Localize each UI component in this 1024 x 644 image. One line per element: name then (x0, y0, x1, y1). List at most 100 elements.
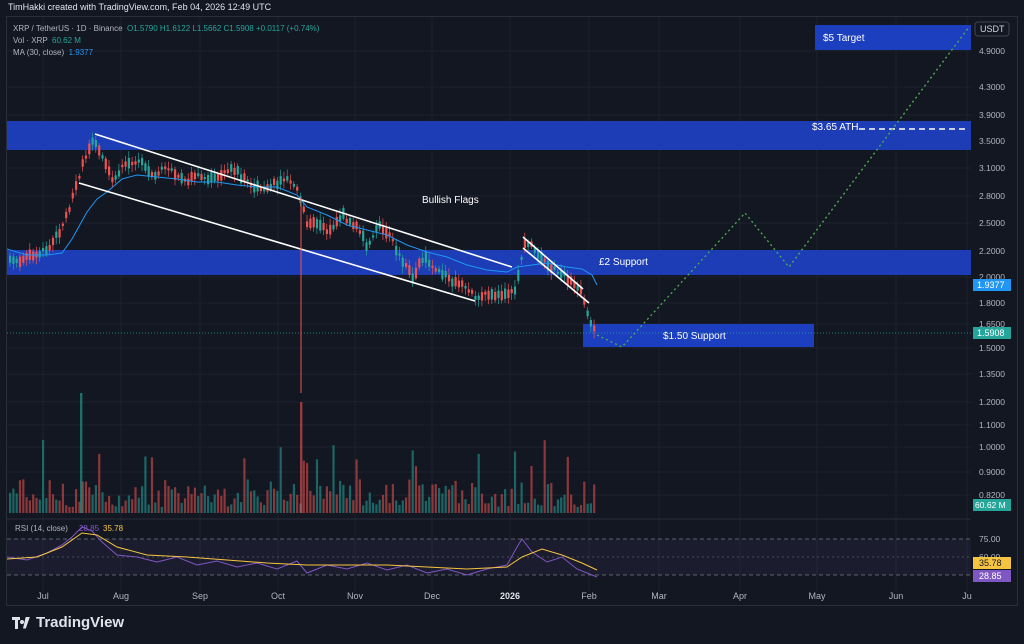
candle-body (42, 248, 45, 252)
price-tick-label: 1.1000 (979, 420, 1005, 430)
volume-bar (88, 487, 91, 513)
volume-bar (15, 493, 18, 513)
price-axis[interactable]: USDT 4.9000 4.3000 3.9000 3.5000 3.1000 2.800… (973, 21, 1011, 582)
candle-body (484, 291, 487, 295)
tradingview-logo[interactable]: TradingView (12, 614, 124, 631)
rsi-legend-value-1: 28.85 (79, 524, 100, 533)
candle-body (352, 222, 355, 230)
candle-body (332, 224, 335, 230)
volume-bar (421, 484, 424, 513)
candle-body (457, 280, 460, 288)
candle-body (329, 224, 332, 235)
volume-bar (114, 506, 117, 513)
candle-body (190, 172, 193, 182)
volume-bar (269, 481, 272, 513)
volume-bar (154, 502, 157, 513)
volume-bar (65, 505, 68, 513)
volume-bar (309, 490, 312, 513)
volume-bar (18, 480, 22, 513)
rsi-legend-label[interactable]: RSI (14, close) (15, 524, 68, 533)
candle-body (243, 173, 246, 183)
time-tick-label: Aug (113, 591, 129, 601)
ath-resistance-zone[interactable] (7, 121, 971, 150)
two-dollar-support-zone[interactable] (7, 250, 971, 275)
rsi-badge-2-box (973, 570, 1011, 582)
volume-bar (352, 500, 355, 513)
candle-body (78, 175, 81, 179)
volume-bar (325, 486, 328, 513)
legend-ma-label[interactable]: MA (30, close) (13, 48, 65, 57)
price-chart[interactable]: $5 Target $3.65 ATH Bullish Flags £2 Sup… (7, 17, 1017, 605)
candle-body (75, 181, 78, 190)
volume-bar (560, 497, 563, 513)
price-tick-label: 2.5000 (979, 218, 1005, 228)
legend-symbol[interactable]: XRP / TetherUS · 1D · Binance (13, 24, 123, 33)
flag-upper-line[interactable] (522, 236, 584, 290)
volume-bar (296, 494, 299, 513)
time-tick-label: Nov (347, 591, 364, 601)
candle-body (180, 172, 183, 184)
chart-pane[interactable]: XRP / TetherUS · 1D · Binance O1.5790 H1… (6, 16, 1018, 606)
candle-body (573, 281, 576, 288)
one-fifty-support-zone[interactable] (583, 324, 814, 347)
volume-bar (434, 484, 437, 513)
channel-lower-line[interactable] (78, 182, 476, 302)
candle-body (210, 172, 213, 183)
volume-bar (9, 492, 12, 513)
volume-bar (408, 479, 411, 513)
volume-bar (104, 501, 107, 513)
candle-body (411, 273, 414, 284)
flag-lower-line[interactable] (522, 247, 590, 304)
volume-bar (197, 495, 200, 513)
volume-bar (108, 495, 111, 513)
volume-bar (25, 497, 28, 513)
target-zone[interactable] (815, 25, 971, 50)
candle-body (520, 256, 523, 260)
candle-body (560, 269, 563, 279)
volume-bar (263, 505, 266, 513)
volume-bar (480, 493, 484, 513)
candle-body (345, 218, 348, 224)
candle-body (401, 257, 404, 267)
volume-bar (467, 503, 470, 513)
volume-bar (28, 500, 31, 513)
legend-vol-label[interactable]: Vol · XRP (13, 36, 48, 45)
projection-path[interactable] (596, 26, 970, 348)
candle-body (193, 172, 196, 180)
candle-body (58, 229, 61, 238)
price-tick-label: 0.9000 (979, 467, 1005, 477)
volume-bar (454, 480, 457, 513)
rsi-pane[interactable]: RSI (14, close) 28.85 35.78 (7, 518, 971, 578)
candle-body (543, 258, 546, 263)
volume-bar (461, 490, 464, 513)
candle-body (355, 221, 358, 230)
volume-bar (306, 462, 309, 513)
currency-button[interactable] (974, 21, 1010, 37)
candle-body (9, 255, 12, 263)
volume-bar (81, 481, 84, 513)
currency-label: USDT (980, 24, 1005, 34)
candle-body (593, 325, 596, 332)
time-axis[interactable]: Jul Aug Sep Oct Nov Dec 2026 Feb Mar Apr May Jun Ju (37, 591, 972, 601)
candle-body (431, 265, 434, 268)
candlesticks (9, 132, 596, 339)
volume-bar (348, 485, 352, 513)
candle-body (576, 285, 579, 291)
chart-caption: TimHakki created with TradingView.com, F… (0, 0, 1024, 14)
price-tick-label: 1.3500 (979, 369, 1005, 379)
candle-body (108, 166, 111, 176)
volume-bar (78, 501, 81, 513)
volume-bar (51, 494, 55, 513)
channel-upper-line[interactable] (94, 133, 513, 268)
volume-bar (236, 492, 239, 513)
time-tick-label: Jun (889, 591, 904, 601)
candle-body (104, 158, 107, 170)
volume-bar (358, 479, 361, 513)
candle-body (471, 290, 474, 294)
candle-body (282, 178, 286, 182)
volume-bar (282, 499, 286, 513)
volume-bar (391, 484, 394, 513)
two-dollar-support-label: £2 Support (599, 257, 648, 268)
candle-body (408, 265, 411, 275)
candle-body (395, 245, 398, 256)
